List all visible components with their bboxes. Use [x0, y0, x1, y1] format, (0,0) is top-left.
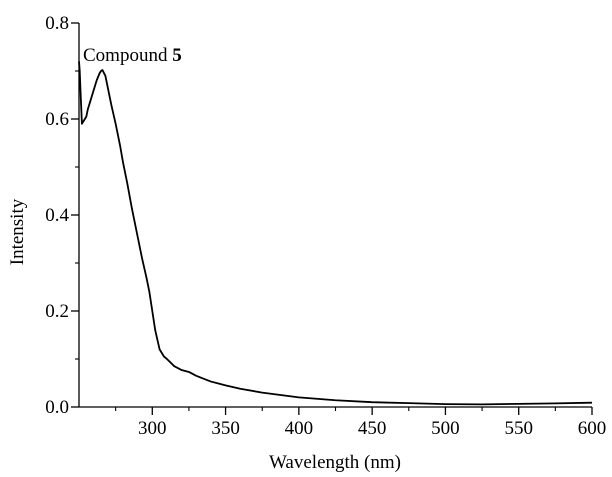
y-tick-label: 0.8: [45, 13, 69, 34]
x-tick-label: 350: [211, 418, 240, 439]
annotation-compound-label: Compound 5: [83, 45, 182, 66]
annotation-prefix: Compound: [83, 45, 172, 66]
x-tick-label: 500: [431, 418, 460, 439]
y-tick-label: 0.4: [45, 205, 69, 226]
x-tick-label: 550: [504, 418, 533, 439]
x-axis-ticks: 300 350 400 450 500 550 600: [115, 407, 607, 439]
y-tick-label: 0.6: [45, 109, 69, 130]
x-axis-title: Wavelength (nm): [269, 452, 401, 473]
x-tick-label: 450: [358, 418, 387, 439]
x-tick-label: 600: [578, 418, 607, 439]
annotation-bold: 5: [172, 45, 182, 66]
series-line-compound-5: [78, 61, 593, 406]
x-tick-label: 400: [285, 418, 314, 439]
x-tick-label: 300: [138, 418, 167, 439]
y-tick-label: 0.2: [45, 301, 69, 322]
y-axis-ticks: 0.0 0.2 0.4 0.6 0.8: [45, 13, 79, 418]
y-axis-title: Intensity: [7, 198, 28, 265]
y-tick-label: 0.0: [45, 397, 69, 418]
